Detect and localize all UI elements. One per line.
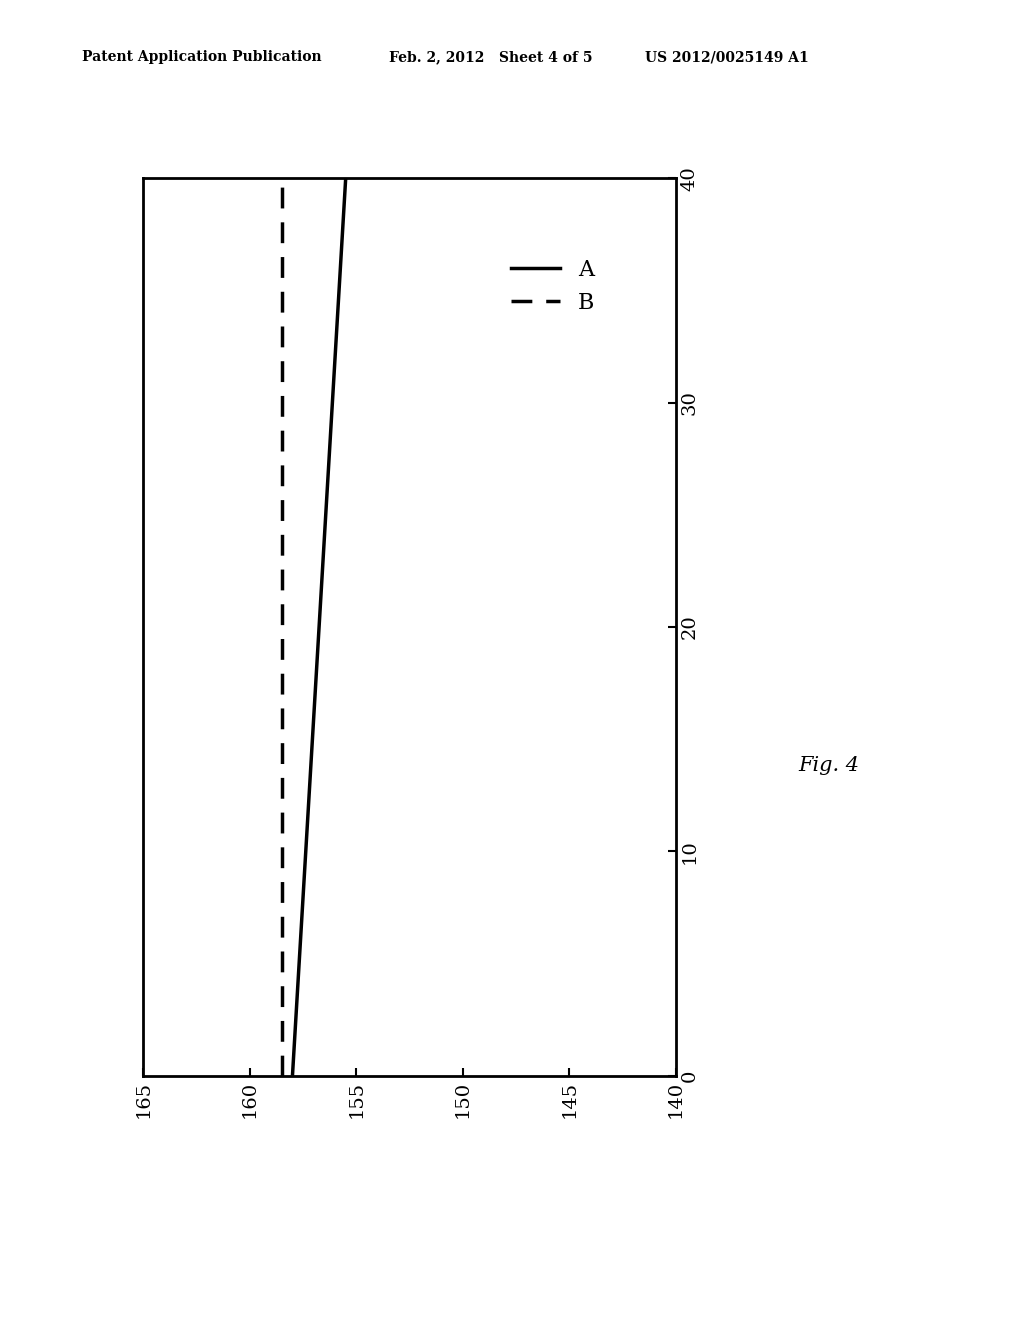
Text: Fig. 4: Fig. 4 <box>799 756 860 775</box>
Text: US 2012/0025149 A1: US 2012/0025149 A1 <box>645 50 809 65</box>
Text: Feb. 2, 2012   Sheet 4 of 5: Feb. 2, 2012 Sheet 4 of 5 <box>389 50 593 65</box>
Legend: A, B: A, B <box>505 252 601 321</box>
Text: Patent Application Publication: Patent Application Publication <box>82 50 322 65</box>
